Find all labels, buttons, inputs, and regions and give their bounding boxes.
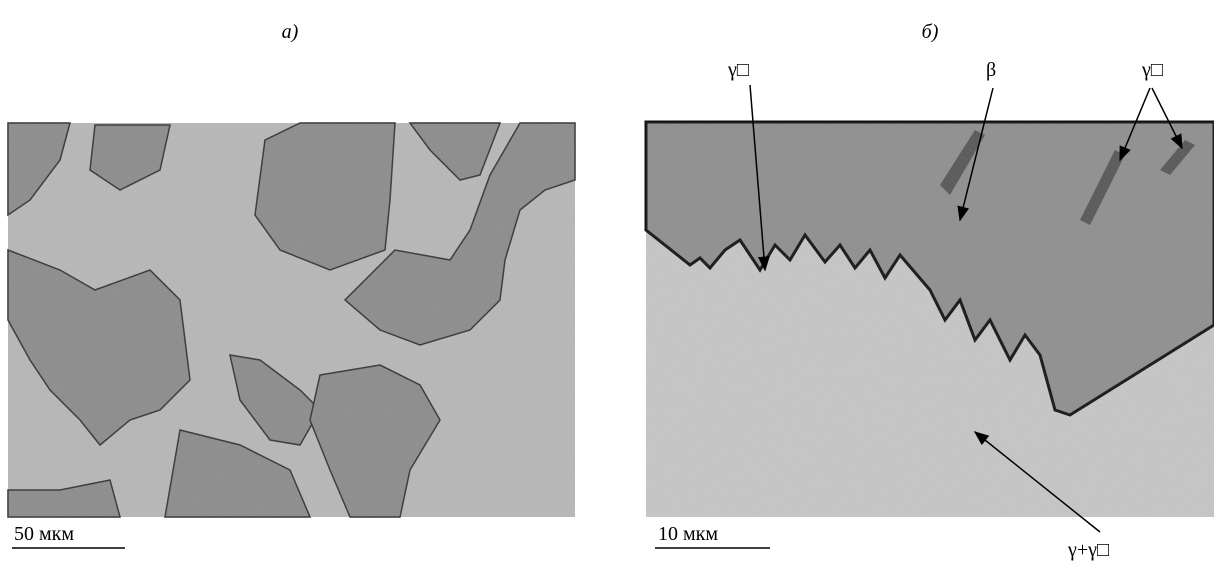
micrograph-b (646, 122, 1214, 517)
panel-label: а) (282, 21, 299, 43)
panel-label: б) (922, 21, 939, 43)
scale-bar-label: 50 мкм (14, 523, 74, 545)
figure: а) 50 мкм б) γ□ β γ□ γ+γ□ 10 мкм (0, 0, 1214, 563)
annotation: γ□ (727, 59, 749, 81)
micrograph-a (8, 123, 575, 517)
annotation: β (986, 59, 996, 81)
annotation: γ+γ□ (1067, 539, 1109, 561)
annotation: γ□ (1141, 59, 1163, 81)
scale-bar-label: 10 мкм (658, 523, 718, 545)
